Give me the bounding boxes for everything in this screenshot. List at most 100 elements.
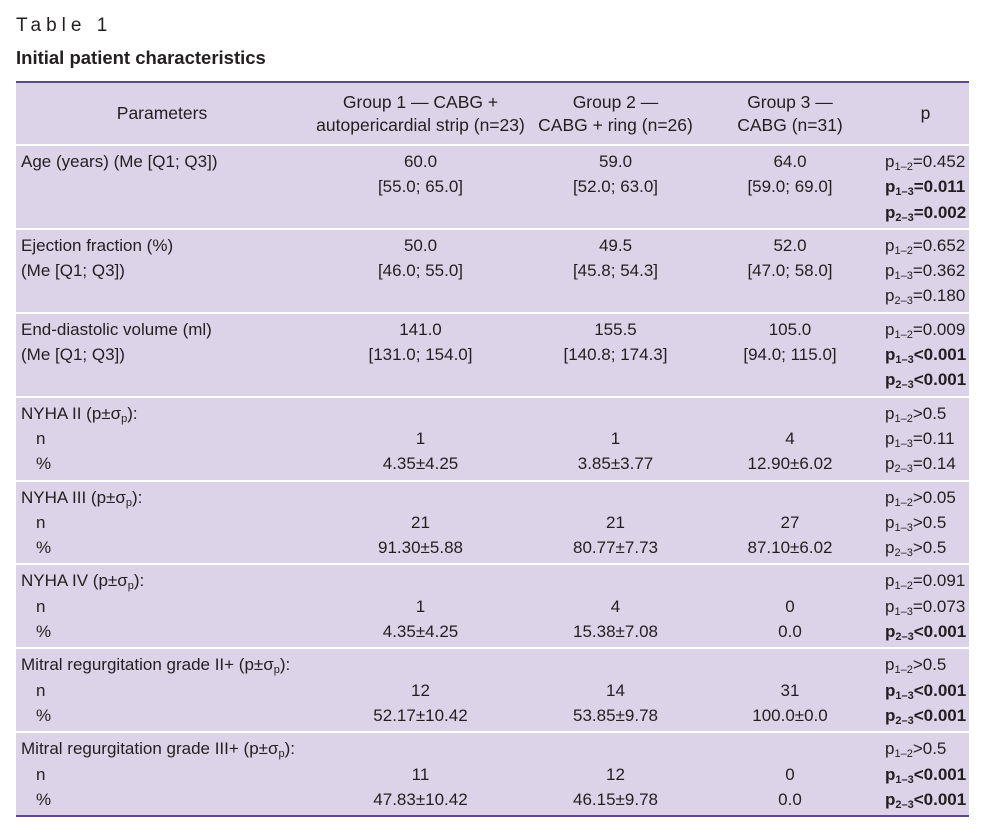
param-label: Ejection fraction (%) <box>21 235 174 255</box>
g2-value: 49.5 <box>598 235 633 255</box>
param-pct-label: % <box>36 705 52 725</box>
p-letter: p <box>885 571 895 591</box>
p-number: >0.5 <box>912 655 947 675</box>
g2-spacer <box>533 401 698 426</box>
g3-value: 105.0 <box>768 319 812 339</box>
g3-spacer <box>698 568 882 593</box>
g3-cell: 0 0.0 <box>698 565 882 647</box>
param-label-text: NYHA II (p±σ <box>21 403 122 423</box>
param-label-end: ): <box>279 655 291 675</box>
p-letter: p <box>885 655 895 675</box>
g3-value: 4 <box>785 428 795 448</box>
p-subscript: 1–3 <box>895 354 914 367</box>
p-cell: p1–2>0.5 p1–3<0.001 p2–3<0.001 <box>882 733 969 815</box>
g1-range: 47.83±10.42 <box>373 789 468 809</box>
g1-value: 21 <box>411 512 430 532</box>
param-pct-label: % <box>36 454 52 474</box>
param-n-label: n <box>36 512 46 532</box>
g1-range: 52.17±10.42 <box>373 705 468 725</box>
p-value: p1–3=0.11 <box>885 426 969 451</box>
g3-spacer <box>698 401 882 426</box>
param-cell: Mitral regurgitation grade II+ (p±σp): n% <box>16 649 308 731</box>
param-cell: NYHA III (p±σp): n% <box>16 482 308 564</box>
p-subscript: 1–2 <box>894 412 913 425</box>
p-subscript: 2–3 <box>895 714 914 727</box>
g1-value: 11 <box>411 764 430 784</box>
g2-range: 15.38±7.08 <box>573 622 658 642</box>
g2-range: 46.15±9.78 <box>573 789 658 809</box>
p-value: p1–2=0.091 <box>885 568 969 593</box>
table-row: NYHA IV (p±σp): n% 1 4.35±4.25 4 15.38±7.08 0 0… <box>16 565 969 650</box>
g2-range: [45.8; 54.3] <box>572 261 659 281</box>
g3-cell: 0 0.0 <box>698 733 882 815</box>
p-subscript: 1–2 <box>894 748 913 761</box>
param-label-end: ): <box>127 403 138 423</box>
p-letter: p <box>885 403 895 423</box>
p-letter: p <box>885 454 895 474</box>
p-number: <0.001 <box>913 345 967 365</box>
p-letter: p <box>885 596 895 616</box>
param-label: Mitral regurgitation grade II+ (p±σp): <box>21 652 308 677</box>
p-letter: p <box>885 512 895 532</box>
header-p: p <box>920 103 931 123</box>
g1-cell: 11 47.83±10.42 <box>308 733 533 815</box>
g1-cell: 21 91.30±5.88 <box>308 482 533 564</box>
p-subscript: 2–3 <box>895 211 914 224</box>
p-number: >0.5 <box>912 739 947 759</box>
g3-range: [59.0; 69.0] <box>747 177 833 197</box>
g3-cell: 4 12.90±6.02 <box>698 398 882 480</box>
g3-range: 100.0±0.0 <box>752 705 828 725</box>
p-number: <0.001 <box>913 370 967 390</box>
p-letter: p <box>885 235 895 255</box>
header-group2-line2: CABG + ring (n=26) <box>538 114 693 135</box>
g1-range: [55.0; 65.0] <box>377 177 464 197</box>
param-pct-label: % <box>36 538 52 558</box>
p-number: =0.011 <box>913 177 966 197</box>
g2-range: 53.85±9.78 <box>573 705 658 725</box>
g1-value: 1 <box>415 596 426 616</box>
param-pct-label: % <box>36 622 52 642</box>
p-letter: p <box>885 319 895 339</box>
g1-range: [46.0; 55.0] <box>377 261 464 281</box>
param-cell: End-diastolic volume (ml) (Me [Q1; Q3]) <box>16 314 308 396</box>
g2-cell: 59.0 [52.0; 63.0] <box>533 146 698 228</box>
p-subscript: 1–3 <box>895 186 914 199</box>
param-label-text: Mitral regurgitation grade II+ (p±σ <box>21 655 274 675</box>
p-subscript: 1–3 <box>895 689 914 702</box>
table-caption: Table 1 <box>16 15 113 36</box>
table-body: Age (years) (Me [Q1; Q3]) 60.0 [55.0; 65.0… <box>16 146 969 815</box>
p-value: p2–3=0.180 <box>885 283 969 308</box>
p-value: p2–3>0.5 <box>885 535 969 560</box>
g1-spacer <box>308 401 533 426</box>
p-number: =0.14 <box>912 454 956 474</box>
p-letter: p <box>885 487 895 507</box>
p-value: p1–3=0.011 <box>885 174 969 199</box>
p-subscript: 1–2 <box>894 328 913 341</box>
param-label-text: Mitral regurgitation grade III+ (p±σ <box>21 739 279 759</box>
param-label: End-diastolic volume (ml) <box>21 319 212 339</box>
p-subscript: 1–2 <box>894 664 913 677</box>
g1-range: [131.0; 154.0] <box>368 345 473 365</box>
p-letter: p <box>885 261 895 281</box>
param-n-label: n <box>36 764 46 784</box>
g2-cell: 21 80.77±7.73 <box>533 482 698 564</box>
p-number: =0.652 <box>912 235 966 255</box>
p-number: >0.5 <box>912 538 947 558</box>
g2-cell: 14 53.85±9.78 <box>533 649 698 731</box>
g3-cell: 52.0 [47.0; 58.0] <box>698 230 882 312</box>
g3-value: 52.0 <box>773 235 807 255</box>
g1-value: 141.0 <box>399 319 442 339</box>
p-subscript: 2–3 <box>894 295 913 308</box>
param-n-label: n <box>36 680 46 700</box>
p-value: p2–3<0.001 <box>885 619 969 644</box>
param-label-text: NYHA III (p±σ <box>21 487 126 507</box>
param-label-subscript: p <box>121 412 128 425</box>
g1-cell: 141.0 [131.0; 154.0] <box>308 314 533 396</box>
param-label: NYHA IV (p±σp): <box>21 568 308 593</box>
g3-value: 31 <box>780 680 800 700</box>
param-cell: Mitral regurgitation grade III+ (p±σp): n… <box>16 733 308 815</box>
g1-cell: 12 52.17±10.42 <box>308 649 533 731</box>
p-value: p2–3<0.001 <box>885 703 969 728</box>
param-label-subscript: p <box>273 664 280 677</box>
p-letter: p <box>885 764 896 784</box>
